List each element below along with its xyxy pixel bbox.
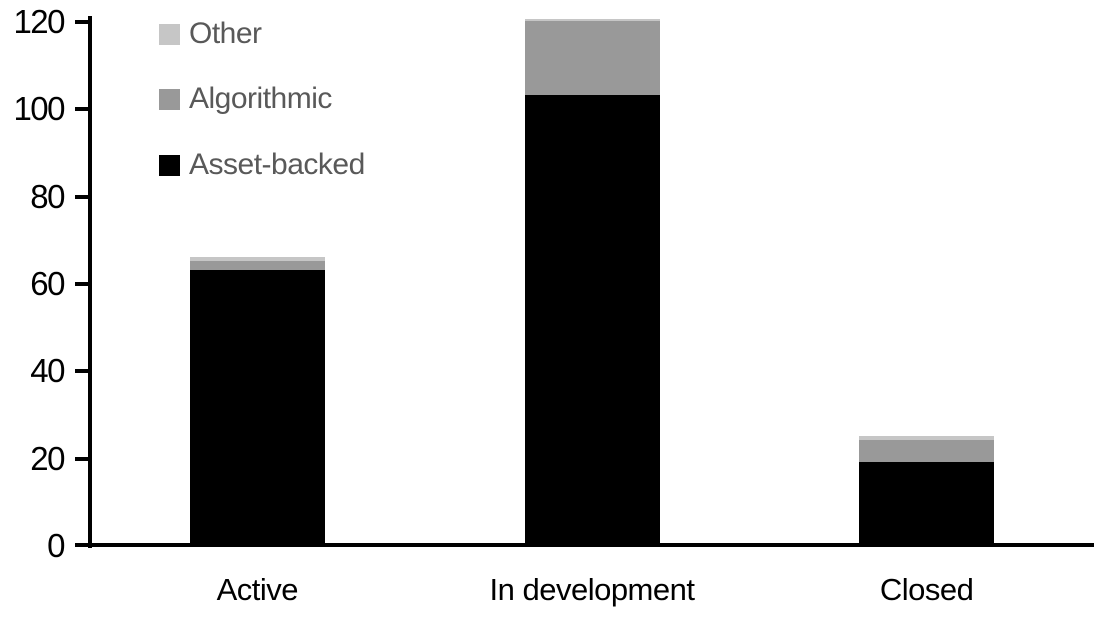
y-axis-tick (75, 194, 92, 199)
y-axis-tick (75, 456, 92, 461)
bar-segment-algorithmic (189, 261, 325, 270)
bar-segment-asset-backed (524, 95, 660, 545)
y-axis-tick (75, 107, 92, 112)
legend-item-other: Other (159, 17, 262, 50)
bar-segment-asset-backed (189, 269, 325, 545)
bar-segment-algorithmic (859, 440, 995, 463)
bar-segment-other (524, 18, 660, 21)
legend-swatch-asset-backed (159, 154, 180, 176)
bar-segment-other (189, 256, 325, 262)
category-label: Active (216, 572, 299, 607)
y-axis-tick-label: 0 (47, 527, 65, 564)
legend-label: Asset-backed (189, 148, 365, 181)
bar-segment-other (859, 435, 995, 441)
y-axis-tick-label: 20 (30, 439, 65, 477)
y-axis-tick-label: 120 (13, 3, 65, 40)
y-axis-tick (75, 369, 92, 374)
legend-swatch-algorithmic (159, 88, 180, 110)
legend-label: Algorithmic (189, 82, 332, 115)
y-axis-tick (75, 20, 92, 24)
y-axis-tick (75, 282, 92, 286)
y-axis-tick-label: 100 (13, 90, 65, 128)
x-axis-line (75, 543, 1094, 547)
category-label: Closed (879, 572, 974, 607)
legend-swatch-other (159, 23, 180, 45)
legend-item-asset-backed: Asset-backed (159, 148, 365, 181)
y-axis-tick-label: 80 (30, 177, 65, 215)
category-label: In development (489, 572, 695, 607)
y-axis-line (88, 16, 92, 548)
y-axis-tick-label: 60 (30, 265, 65, 302)
legend-item-algorithmic: Algorithmic (159, 82, 332, 115)
legend-label: Other (189, 17, 262, 50)
y-axis-tick-label: 40 (30, 352, 65, 390)
bar-segment-asset-backed (859, 462, 995, 545)
bar-segment-algorithmic (524, 21, 660, 96)
